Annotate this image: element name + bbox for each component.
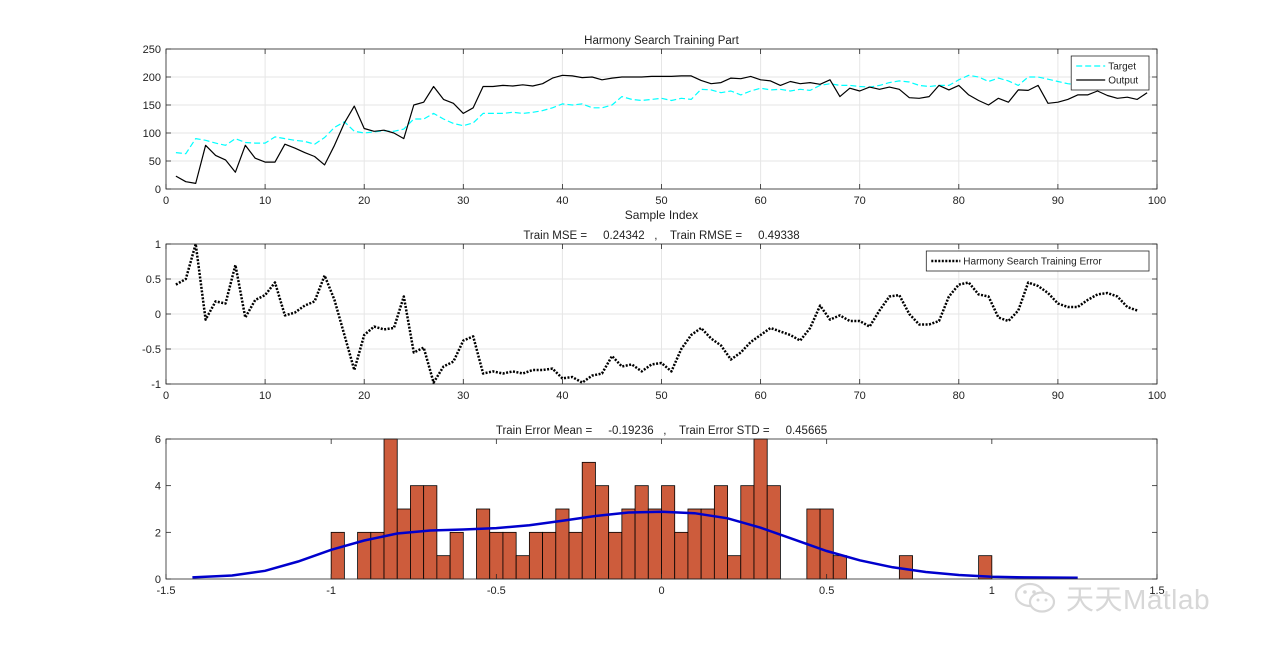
histogram-bar	[330, 531, 345, 580]
y-tick-label: 0	[155, 574, 161, 586]
histogram-bar	[674, 531, 689, 580]
histogram-bar	[542, 531, 557, 580]
y-tick-label: 2	[155, 527, 161, 539]
histogram-bar	[687, 508, 702, 580]
chart-title: Harmony Search Training Part	[584, 35, 739, 47]
y-tick-label: 1	[155, 239, 161, 251]
chart-title: Train MSE = 0.24342 , Train RMSE = 0.493…	[523, 230, 799, 242]
x-tick-label: 80	[953, 195, 965, 207]
x-tick-label: 0	[163, 390, 169, 402]
histogram-bar	[700, 508, 715, 580]
x-tick-label: 40	[556, 195, 568, 207]
histogram-bar	[396, 508, 411, 580]
x-tick-label: 30	[457, 390, 469, 402]
x-tick-label: 20	[358, 390, 370, 402]
chart-panel-3: -1.5 -1 -0.5 0 0.5 1 1.5 0 2 4 6 Train Error Mean =…	[155, 425, 1165, 597]
x-tick-label: 10	[259, 195, 271, 207]
legend-box	[925, 250, 1150, 272]
x-tick-label: 100	[1148, 195, 1166, 207]
histogram-bar	[753, 438, 768, 580]
y-tick-label: 0	[155, 184, 161, 196]
y-tick-label: 50	[149, 156, 161, 168]
legend: Harmony Search Training Error	[925, 250, 1150, 272]
histogram-bar	[449, 531, 464, 580]
histogram-bar	[608, 531, 623, 580]
histogram-bar	[621, 508, 636, 580]
x-tick-label: 10	[259, 390, 271, 402]
y-tick-label: 150	[143, 100, 161, 112]
histogram-bar	[647, 508, 662, 580]
x-tick-label: 60	[754, 390, 766, 402]
histogram-bar	[515, 555, 530, 580]
histogram-bar	[502, 531, 517, 580]
y-tick-label: 100	[143, 128, 161, 140]
x-tick-label: 0	[658, 585, 664, 597]
x-tick-label: 50	[655, 195, 667, 207]
histogram-bar	[713, 485, 728, 580]
series-line-output	[175, 74, 1148, 184]
histogram-bar	[489, 531, 504, 580]
histogram-bar	[595, 485, 610, 580]
y-tick-label: 200	[143, 72, 161, 84]
y-tick-label: -1	[151, 379, 161, 391]
x-tick-label: 50	[655, 390, 667, 402]
x-tick-label: 1	[989, 585, 995, 597]
x-tick-label: -1.5	[157, 585, 176, 597]
wechat-icon	[1014, 582, 1056, 613]
histogram-bar	[832, 555, 847, 580]
histogram-bar	[634, 485, 649, 580]
x-axis-label: Sample Index	[625, 208, 698, 222]
x-tick-label: 60	[754, 195, 766, 207]
x-tick-label: 30	[457, 195, 469, 207]
legend-box	[1070, 55, 1150, 91]
y-tick-label: 6	[155, 434, 161, 446]
series-line-harmony-search-training-error	[175, 242, 1138, 384]
fit-curve	[192, 510, 1078, 580]
histogram-bar	[581, 461, 596, 580]
x-tick-label: 80	[953, 390, 965, 402]
histogram-bar	[819, 508, 834, 580]
x-tick-label: 70	[854, 195, 866, 207]
watermark: 天天Matlab	[1014, 578, 1254, 618]
histogram-bar	[436, 555, 451, 580]
y-tick-label: 0	[155, 309, 161, 321]
x-tick-label: 1.5	[1149, 585, 1164, 597]
y-tick-label: -0.5	[142, 344, 161, 356]
histogram-bar	[727, 555, 742, 580]
histogram-bar	[568, 531, 583, 580]
x-tick-label: 0	[163, 195, 169, 207]
histogram-bar	[476, 508, 491, 580]
x-tick-label: 40	[556, 390, 568, 402]
x-tick-label: 20	[358, 195, 370, 207]
histogram-bar	[528, 531, 543, 580]
series-line-target	[175, 74, 1148, 155]
histogram-bar	[423, 485, 438, 580]
histogram-bar	[661, 485, 676, 580]
chart-panel-1: 0 10 20 30 40 50 60 70 80 90 100 0 50 100 150 200 250 Har…	[143, 35, 1167, 222]
histogram-bar	[383, 438, 398, 580]
x-tick-label: 90	[1052, 195, 1064, 207]
x-tick-label: 100	[1148, 390, 1166, 402]
legend-label: Harmony Search Training Error	[963, 257, 1102, 268]
chart-panel-2: 0 10 20 30 40 50 60 70 80 90 100 -1 -0.5 0 0.5 1 Train M…	[142, 230, 1166, 402]
y-tick-label: 250	[143, 44, 161, 56]
y-tick-label: 0.5	[146, 274, 161, 286]
legend-label: Target	[1108, 62, 1136, 73]
x-tick-label: -0.5	[487, 585, 506, 597]
legend: Target Output	[1070, 55, 1150, 91]
chart-title: Train Error Mean = -0.19236 , Train Erro…	[496, 425, 827, 437]
histogram-bar	[740, 485, 755, 580]
watermark-text: 天天Matlab	[1066, 584, 1211, 615]
x-tick-label: 70	[854, 390, 866, 402]
x-tick-label: -1	[326, 585, 336, 597]
y-tick-label: 4	[155, 481, 161, 493]
x-tick-label: 0.5	[819, 585, 834, 597]
legend-label: Output	[1108, 76, 1138, 87]
x-tick-label: 90	[1052, 390, 1064, 402]
